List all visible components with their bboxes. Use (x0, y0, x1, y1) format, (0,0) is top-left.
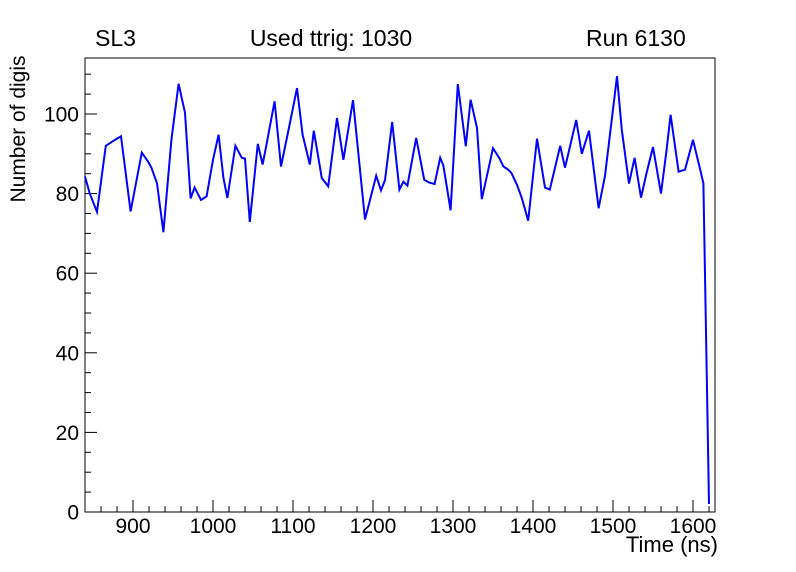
pad-title-left: SL3 (95, 25, 136, 51)
y-tick-label: 20 (56, 422, 79, 445)
x-axis-title: Time (ns) (625, 532, 718, 557)
plot-frame (84, 57, 716, 513)
x-tick-label: 1100 (270, 515, 315, 538)
x-tick-label: 1300 (430, 515, 477, 538)
y-axis-title: Number of digis (7, 55, 30, 203)
data-series-line (84, 76, 710, 505)
pad-title-right: Run 6130 (586, 25, 686, 51)
y-tick-label: 60 (56, 263, 79, 286)
x-tick-label: 1500 (590, 515, 637, 538)
pad-title-center: Used ttrig: 1030 (249, 25, 413, 51)
x-tick-label: 1000 (190, 515, 237, 538)
y-tick-label: 0 (67, 502, 79, 525)
x-tick-label: 900 (115, 515, 150, 538)
y-tick-label: 100 (44, 103, 79, 126)
x-tick-label: 1600 (670, 515, 717, 538)
y-tick-label: 40 (56, 342, 79, 365)
y-tick-label: 80 (56, 183, 79, 206)
x-tick-label: 1200 (350, 515, 397, 538)
x-tick-label: 1400 (510, 515, 557, 538)
